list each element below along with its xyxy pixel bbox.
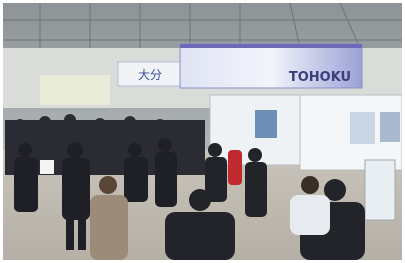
booth-poster — [350, 112, 375, 144]
distant-booth — [40, 75, 110, 105]
paper — [40, 160, 54, 174]
side-banner-text: 大分 — [138, 68, 162, 82]
person-white — [290, 195, 330, 235]
main-banner-text: TOHOKU — [289, 70, 351, 85]
booth-poster — [255, 110, 277, 138]
person-red — [228, 150, 242, 185]
banner-stripe — [180, 44, 362, 48]
booth-counter — [365, 160, 395, 220]
person-head — [301, 176, 319, 194]
booth-poster — [380, 112, 400, 142]
photo: 大分 TOHOKU — [0, 0, 405, 263]
